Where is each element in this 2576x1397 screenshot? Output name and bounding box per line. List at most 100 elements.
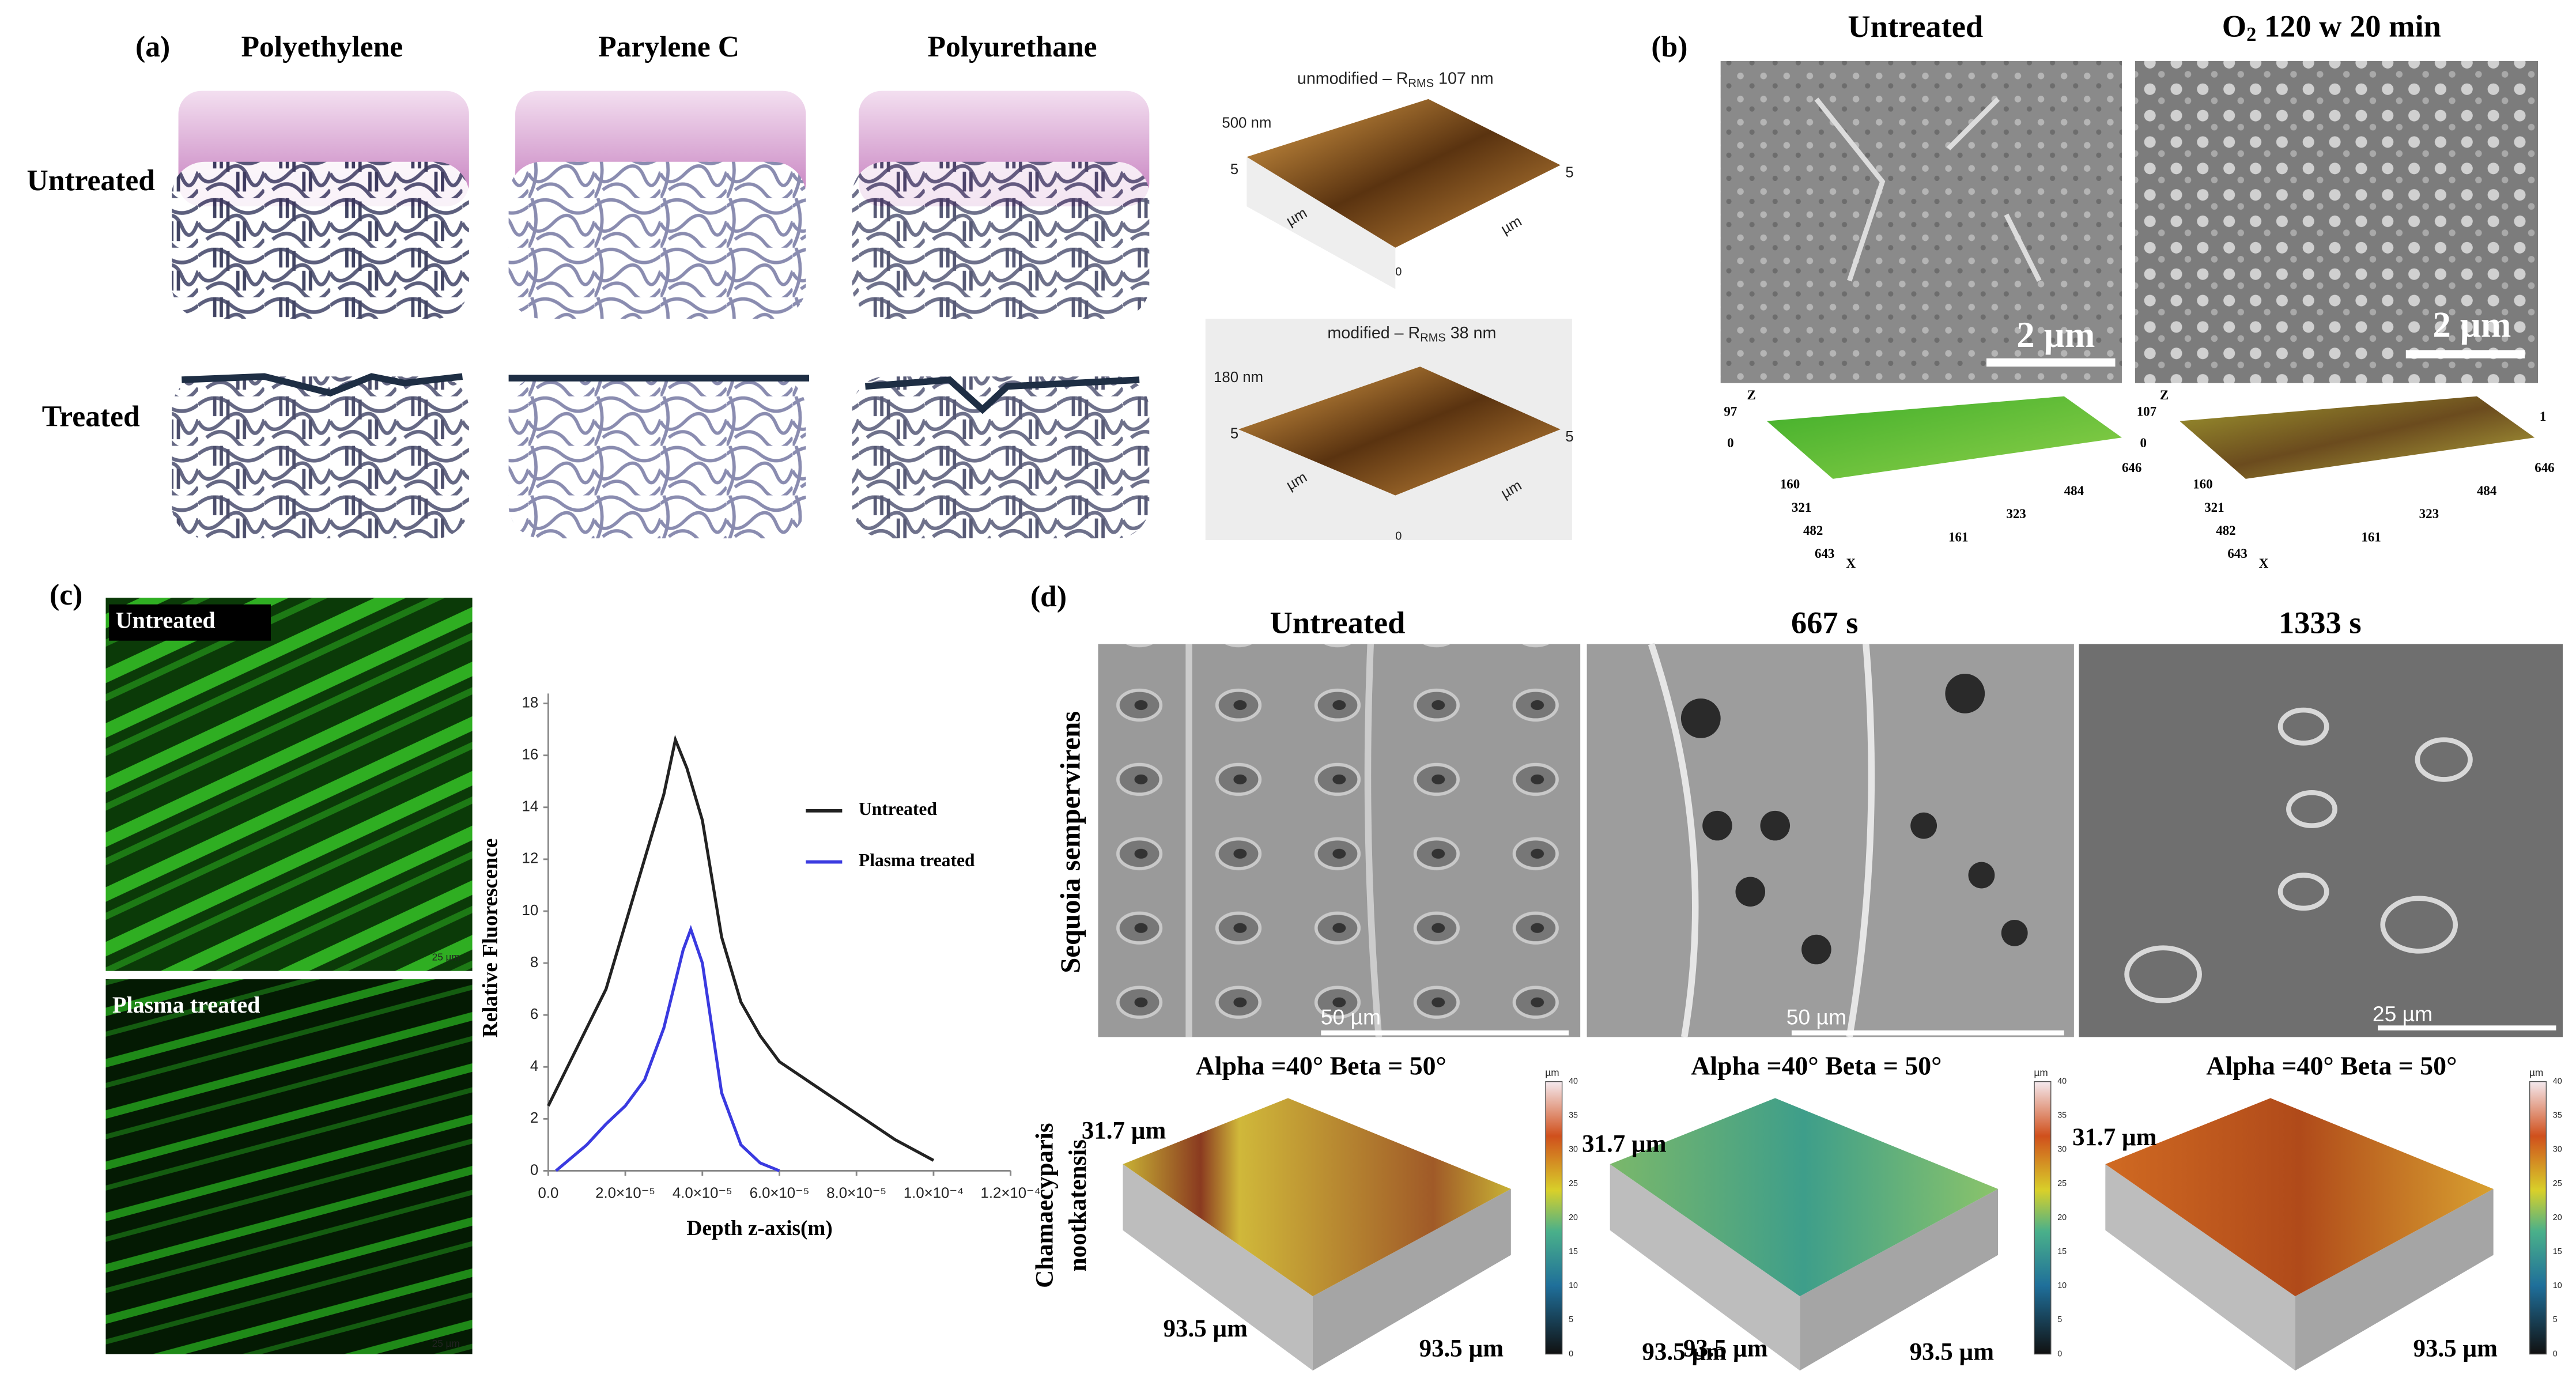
surface-side bbox=[1800, 1188, 1999, 1371]
label: 646 bbox=[2535, 460, 2554, 475]
y-tick-label: 12 bbox=[522, 851, 539, 867]
label: 20 bbox=[2553, 1213, 2562, 1222]
label: Alpha =40° Beta = 50° bbox=[1691, 1051, 1942, 1080]
sem-pores bbox=[1680, 674, 2028, 965]
scale-label: 50 µm bbox=[1786, 1005, 1846, 1029]
3d-surface bbox=[1766, 396, 2122, 479]
label: 93.5 µm bbox=[2413, 1335, 2498, 1362]
x-axis-label: Depth z-axis(m) bbox=[686, 1217, 832, 1240]
label: 10 bbox=[2553, 1281, 2562, 1290]
surface-side bbox=[1123, 1164, 1313, 1371]
afm-axis-box bbox=[1247, 157, 1396, 289]
label: 5 bbox=[1565, 429, 1573, 445]
label: 25 bbox=[1569, 1179, 1578, 1188]
y-tick-label: 14 bbox=[522, 799, 539, 815]
label: 323 bbox=[2419, 507, 2439, 521]
label: 10 bbox=[2057, 1281, 2067, 1290]
column-title: 1333 s bbox=[2279, 605, 2362, 640]
column-title: Polyethylene bbox=[241, 31, 403, 63]
row-label: Sequoia sempervirens bbox=[1055, 711, 1086, 973]
label: µm bbox=[1545, 1067, 1559, 1078]
y-tick-label: 18 bbox=[522, 694, 539, 711]
polymer-chains bbox=[172, 376, 469, 539]
sem-image bbox=[1587, 644, 2074, 1037]
label: 160 bbox=[1780, 477, 1800, 492]
label: 646 bbox=[2122, 460, 2141, 475]
x-tick-label: 4.0×10⁻⁵ bbox=[673, 1185, 732, 1201]
y-tick-label: 2 bbox=[530, 1110, 538, 1126]
label: 93.5 µm bbox=[1163, 1315, 1248, 1342]
label: 161 bbox=[2361, 530, 2381, 544]
label: 31.7 µm bbox=[1582, 1130, 1667, 1157]
label: 643 bbox=[2227, 546, 2247, 561]
polymer-chains bbox=[172, 161, 469, 319]
afm-title: unmodified – RRMS 107 nm bbox=[1297, 69, 1494, 90]
label: 10 bbox=[1569, 1281, 1578, 1290]
label: 30 bbox=[2553, 1145, 2562, 1154]
y-tick-label: 4 bbox=[530, 1058, 538, 1074]
label: 35 bbox=[2057, 1111, 2067, 1120]
label: 482 bbox=[1803, 523, 1823, 538]
scale-bar bbox=[1986, 358, 2116, 367]
label: 484 bbox=[2064, 484, 2084, 498]
scale-label: 50 µm bbox=[1321, 1005, 1381, 1029]
label-box bbox=[109, 604, 271, 641]
surface-top bbox=[1610, 1098, 1999, 1297]
label: 323 bbox=[2006, 507, 2026, 521]
row-label: Treated bbox=[42, 401, 140, 433]
surface-top bbox=[2105, 1098, 2494, 1297]
label: 484 bbox=[2477, 484, 2497, 498]
label: Z bbox=[1747, 388, 1756, 402]
treated-surface bbox=[865, 376, 1140, 414]
y-tick-label: 0 bbox=[530, 1162, 538, 1178]
label: 93.5 µm bbox=[1419, 1335, 1504, 1362]
scale-label: 2 µm bbox=[2016, 315, 2095, 355]
scale-label: 2 µm bbox=[2433, 305, 2511, 345]
label: 107 bbox=[2137, 405, 2156, 419]
label: X bbox=[2259, 556, 2269, 571]
column-title: Parylene C bbox=[598, 31, 739, 63]
scale-label: 25 µm bbox=[432, 951, 460, 962]
y-axis-label: Relative Fluorescence bbox=[478, 839, 502, 1038]
label: 5 bbox=[2553, 1315, 2558, 1324]
label: 0 bbox=[1569, 1349, 1573, 1358]
label: µm bbox=[2034, 1067, 2048, 1078]
label: 30 bbox=[2057, 1145, 2067, 1154]
polymer-chains bbox=[508, 161, 806, 319]
row-label: Untreated bbox=[27, 164, 155, 197]
surface-side bbox=[2295, 1188, 2494, 1371]
label: 93.5 µm bbox=[1642, 1338, 1727, 1365]
colorbar bbox=[2529, 1081, 2547, 1355]
label: X bbox=[1846, 556, 1856, 571]
sem-image bbox=[1720, 61, 2122, 383]
label: 15 bbox=[1569, 1247, 1578, 1256]
y-tick-label: 16 bbox=[522, 747, 539, 763]
label: µm bbox=[1498, 213, 1524, 237]
label: 5 bbox=[1569, 1315, 1573, 1324]
fluorescence-image bbox=[105, 598, 473, 971]
x-tick-label: 1.2×10⁻⁴ bbox=[981, 1185, 1041, 1201]
label: 1 bbox=[2540, 409, 2546, 424]
label: 20 bbox=[2057, 1213, 2067, 1222]
scale-bars bbox=[1321, 1025, 2556, 1036]
label: 0 bbox=[2057, 1349, 2062, 1358]
scale-label: 25 µm bbox=[2373, 1002, 2433, 1026]
label: 31.7 µm bbox=[1082, 1117, 1166, 1144]
x-tick-label: 1.0×10⁻⁴ bbox=[904, 1185, 964, 1201]
scale-bar bbox=[2405, 350, 2525, 358]
fluorescence-image bbox=[105, 979, 473, 1354]
surface-side bbox=[2105, 1164, 2295, 1371]
label: 0 bbox=[2553, 1349, 2558, 1358]
label: 0 bbox=[2140, 436, 2146, 450]
row-label: nootkatensis bbox=[1064, 1139, 1091, 1271]
series-line bbox=[547, 734, 935, 1162]
series-line bbox=[555, 924, 780, 1172]
label: 35 bbox=[2553, 1111, 2562, 1120]
label: 15 bbox=[2553, 1247, 2562, 1256]
label: 5 bbox=[1565, 165, 1573, 181]
x-tick-label: 6.0×10⁻⁵ bbox=[750, 1185, 810, 1201]
panel-label: (d) bbox=[1030, 580, 1067, 613]
label: 5 bbox=[1230, 161, 1238, 178]
